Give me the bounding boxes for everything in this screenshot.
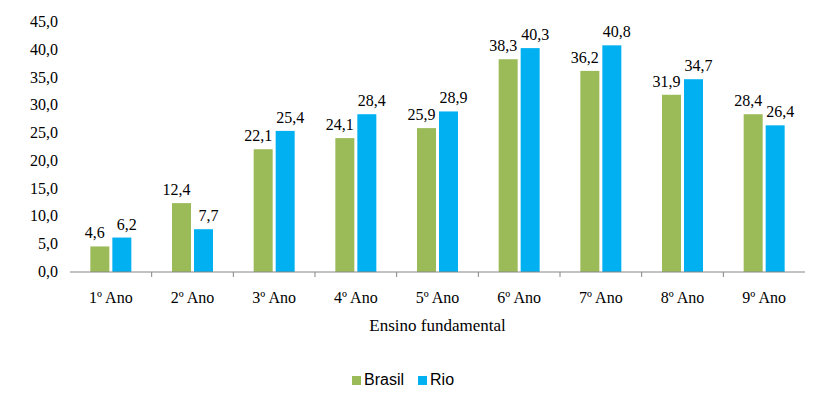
bar [194, 229, 213, 272]
bar [335, 138, 354, 272]
x-tick-label: 2º Ano [171, 289, 215, 306]
x-tick [560, 272, 561, 277]
legend-swatch [418, 376, 427, 385]
bar [90, 246, 109, 272]
x-tick [233, 272, 234, 277]
y-tick [66, 105, 70, 106]
y-tick-label: 0,0 [38, 263, 58, 280]
bar [357, 114, 376, 272]
data-label: 12,4 [163, 181, 191, 198]
bar [276, 131, 295, 272]
x-tick-label: 9º Ano [742, 289, 786, 306]
x-tick [151, 272, 152, 277]
bar [602, 45, 621, 272]
y-tick [66, 49, 70, 50]
data-label: 28,4 [358, 92, 386, 109]
y-tick [66, 133, 70, 134]
bar [172, 203, 191, 272]
x-tick [315, 272, 316, 277]
data-label: 25,4 [276, 109, 304, 126]
data-label: 26,4 [766, 103, 794, 120]
legend-label: Rio [430, 371, 454, 388]
y-tick [66, 22, 70, 23]
y-tick-label: 45,0 [30, 13, 58, 30]
bar [580, 71, 599, 272]
y-tick-label: 15,0 [30, 180, 58, 197]
y-tick [66, 160, 70, 161]
x-tick [641, 272, 642, 277]
legend-label: Brasil [364, 371, 404, 388]
y-tick-label: 40,0 [30, 41, 58, 58]
legend: Brasil Rio [352, 371, 454, 388]
x-axis-label: Ensino fundamental [369, 316, 506, 335]
bar [112, 238, 131, 272]
data-label: 28,4 [734, 92, 762, 109]
bar [439, 111, 458, 272]
data-label: 40,3 [521, 26, 549, 43]
data-label: 28,9 [440, 89, 468, 106]
x-tick-label: 5º Ano [416, 289, 460, 306]
y-tick-label: 25,0 [30, 124, 58, 141]
data-label: 4,6 [85, 224, 105, 241]
x-tick-label: 6º Ano [497, 289, 541, 306]
bar [254, 149, 273, 272]
data-label: 6,2 [117, 216, 137, 233]
y-tick-label: 20,0 [30, 152, 58, 169]
bar [684, 79, 703, 272]
data-label: 34,7 [685, 57, 713, 74]
y-tick [66, 77, 70, 78]
y-tick-label: 5,0 [38, 235, 58, 252]
legend-swatch [352, 376, 361, 385]
y-tick-label: 10,0 [30, 207, 58, 224]
x-tick-label: 4º Ano [334, 289, 378, 306]
y-tick-label: 30,0 [30, 96, 58, 113]
y-tick [66, 216, 70, 217]
data-label: 25,9 [408, 106, 436, 123]
bar [499, 59, 518, 272]
bar [662, 95, 681, 272]
data-label: 22,1 [244, 127, 272, 144]
x-tick-label: 3º Ano [252, 289, 296, 306]
x-tick [478, 272, 479, 277]
x-axis [70, 272, 805, 273]
data-label: 36,2 [571, 49, 599, 66]
x-tick [396, 272, 397, 277]
bars [90, 45, 784, 272]
y-tick [66, 272, 70, 273]
data-label: 7,7 [199, 207, 219, 224]
x-tick-label: 8º Ano [661, 289, 705, 306]
y-tick-label: 35,0 [30, 69, 58, 86]
bar [417, 128, 436, 272]
y-tick [66, 188, 70, 189]
data-label: 40,8 [603, 23, 631, 40]
bar [766, 125, 785, 272]
x-tick [723, 272, 724, 277]
data-label: 31,9 [653, 73, 681, 90]
data-label: 38,3 [489, 37, 517, 54]
x-tick-label: 7º Ano [579, 289, 623, 306]
chart: 0,0 5,0 10,0 15,0 20,0 25,0 30,0 35,0 40,0 45,0 4,… [0, 0, 827, 412]
bar [521, 48, 540, 272]
data-label: 24,1 [326, 116, 354, 133]
data-labels: 4,6 12,4 22,1 24,1 25,9 38,3 36,2 31,9 28,4 6,2 7,… [85, 23, 794, 241]
bar [744, 114, 763, 272]
x-tick-label: 1º Ano [89, 289, 133, 306]
y-tick [66, 244, 70, 245]
